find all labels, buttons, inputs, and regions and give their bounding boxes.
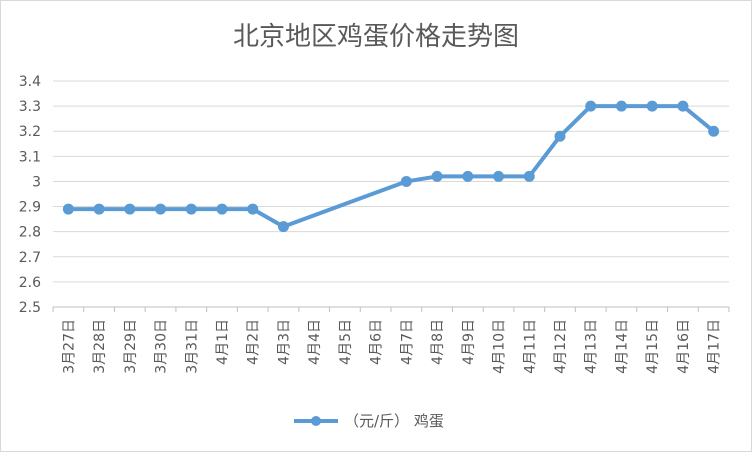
- x-tick-label: 4月13日: [584, 319, 600, 374]
- legend-point-marker: [311, 416, 321, 426]
- y-tick-label: 3.3: [19, 99, 41, 115]
- x-tick-label: 4月9日: [461, 319, 477, 365]
- x-tick-label: 4月5日: [338, 319, 354, 365]
- x-tick-label: 4月8日: [430, 319, 446, 365]
- data-point: [155, 203, 167, 215]
- y-axis-ticks: 2.5 2.6 2.7 2.8 2.9 3 3.1 3.2 3.3 3.4: [19, 74, 41, 316]
- x-tick-label: 3月27日: [61, 319, 77, 374]
- gridlines: [53, 80, 729, 283]
- x-tick-label: 4月10日: [492, 319, 508, 374]
- legend-label: （元/斤） 鸡蛋: [344, 412, 444, 430]
- x-tick-label: 3月29日: [123, 319, 139, 374]
- y-tick-label: 3.2: [19, 124, 41, 140]
- data-point: [247, 203, 259, 215]
- x-tick-label: 4月2日: [246, 319, 262, 365]
- data-point: [431, 170, 443, 182]
- x-tick-label: 3月31日: [184, 319, 200, 374]
- x-tick-label: 4月16日: [676, 319, 692, 374]
- x-tick-label: 3月28日: [92, 319, 108, 374]
- data-point: [185, 203, 197, 215]
- data-point: [493, 170, 505, 182]
- x-tick-label: 4月17日: [707, 319, 723, 374]
- data-point: [277, 221, 289, 233]
- legend: （元/斤） 鸡蛋: [294, 412, 444, 430]
- data-point: [554, 130, 566, 142]
- x-tick-label: 4月1日: [215, 319, 231, 365]
- x-tick-label: 4月12日: [553, 319, 569, 374]
- y-tick-label: 2.5: [19, 300, 41, 316]
- data-point: [585, 100, 597, 112]
- y-tick-label: 2.9: [19, 200, 41, 216]
- data-point: [216, 203, 228, 215]
- x-tick-label: 3月30日: [154, 319, 170, 374]
- x-axis-ticks: 3月27日 3月28日 3月29日 3月30日 3月31日 4月1日 4月2日 4月3日 4月4…: [61, 319, 722, 374]
- y-tick-label: 3: [32, 174, 41, 190]
- x-axis: [52, 306, 730, 312]
- data-point: [400, 175, 412, 187]
- data-point: [462, 170, 474, 182]
- data-point: [708, 125, 720, 137]
- data-point: [62, 203, 74, 215]
- chart-title: 北京地区鸡蛋价格走势图: [233, 22, 519, 52]
- series-points: [62, 100, 720, 233]
- x-tick-label: 4月11日: [522, 319, 538, 374]
- data-point: [646, 100, 658, 112]
- x-tick-label: 4月4日: [307, 319, 323, 365]
- x-tick-label: 4月6日: [369, 319, 385, 365]
- y-tick-label: 3.1: [19, 149, 41, 165]
- data-point: [523, 170, 535, 182]
- y-tick-label: 3.4: [19, 74, 41, 90]
- data-point: [93, 203, 105, 215]
- x-tick-label: 4月15日: [645, 319, 661, 374]
- y-tick-label: 2.8: [19, 225, 41, 241]
- y-tick-label: 2.7: [19, 250, 41, 266]
- data-point: [124, 203, 136, 215]
- x-tick-label: 4月3日: [276, 319, 292, 365]
- y-tick-label: 2.6: [19, 275, 41, 291]
- x-tick-label: 4月7日: [399, 319, 415, 365]
- data-point: [677, 100, 689, 112]
- x-tick-label: 4月14日: [614, 319, 630, 374]
- data-point: [615, 100, 627, 112]
